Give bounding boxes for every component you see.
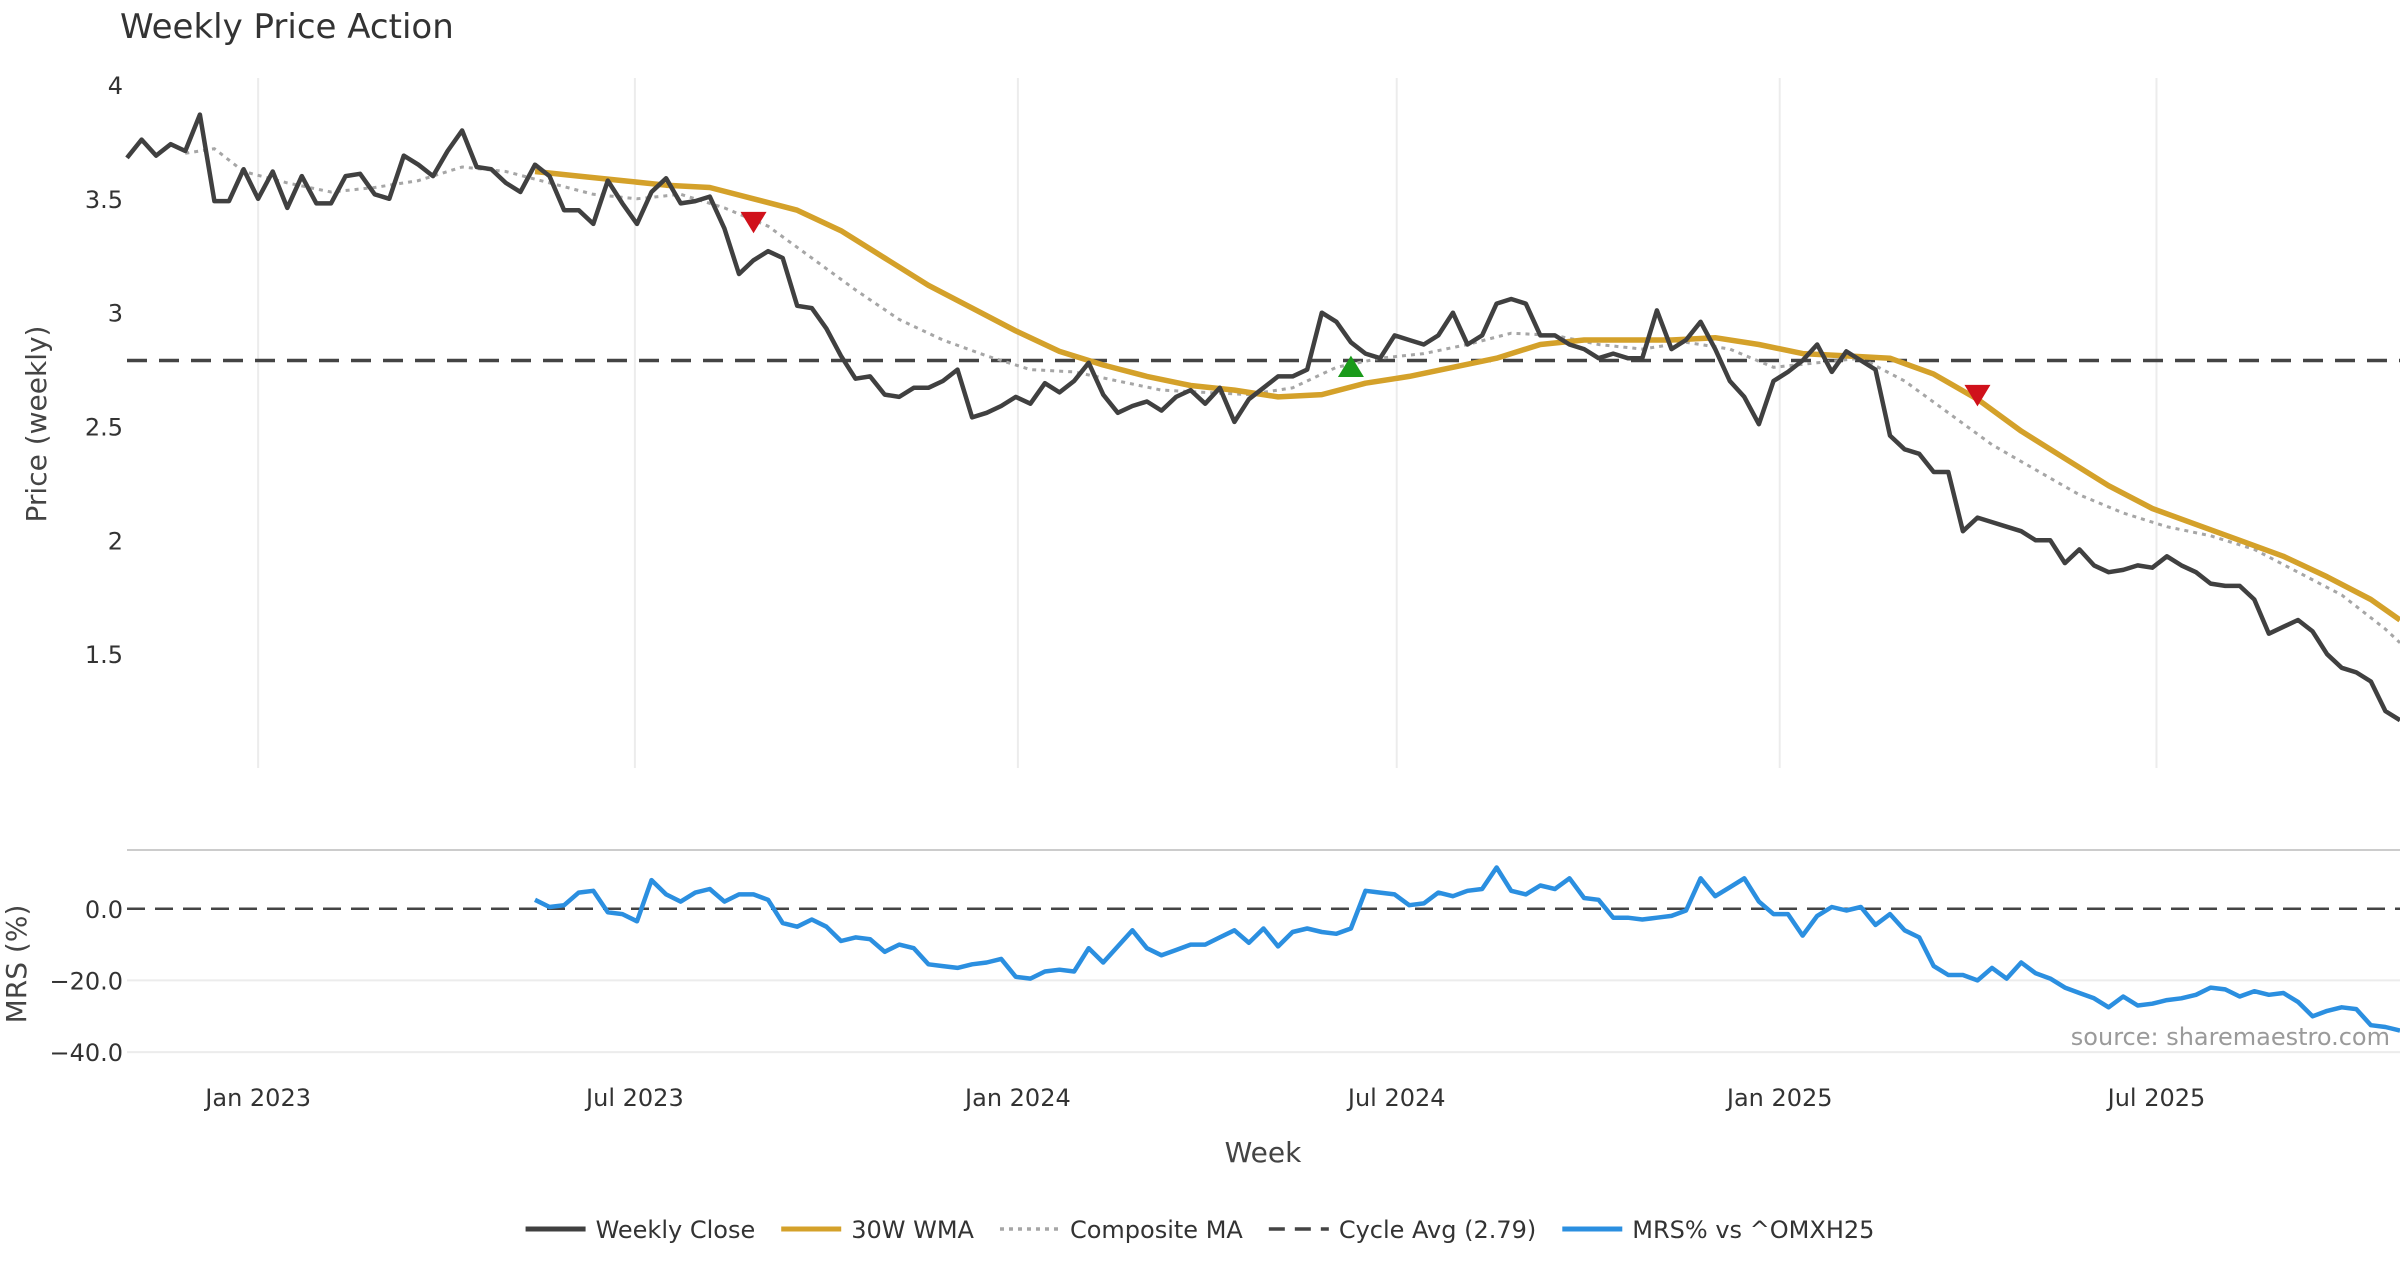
legend-item: 30W WMA xyxy=(781,1216,975,1244)
price-y-axis: 1.5 2 2.5 3 3.5 4 xyxy=(85,72,123,669)
price-y-axis-title: Price (weekly) xyxy=(20,326,53,523)
price-y-tick-label: 2 xyxy=(108,527,123,555)
signal-markers xyxy=(740,211,1991,407)
legend-item: Cycle Avg (2.79) xyxy=(1268,1216,1536,1244)
x-tick-label: Jul 2023 xyxy=(584,1084,684,1112)
wma-30w-line xyxy=(534,168,2400,623)
x-tick-label: Jan 2023 xyxy=(203,1084,311,1112)
x-tick-label: Jan 2024 xyxy=(963,1084,1071,1112)
sell-signal-marker xyxy=(1964,384,1991,407)
weekly-close-line xyxy=(125,112,2400,723)
price-y-tick-label: 1.5 xyxy=(85,641,123,669)
mrs-y-axis: 0.0 −20.0 −40.0 xyxy=(49,896,123,1067)
price-grid xyxy=(257,78,2158,768)
legend-label: MRS% vs ^OMXH25 xyxy=(1632,1216,1874,1244)
composite-ma-line xyxy=(185,147,2400,644)
legend-label: Weekly Close xyxy=(596,1216,756,1244)
x-tick-label: Jul 2025 xyxy=(2106,1084,2206,1112)
mrs-y-axis-title: MRS (%) xyxy=(0,905,33,1024)
sell-signal-marker xyxy=(740,211,767,234)
legend-item: Composite MA xyxy=(999,1216,1243,1244)
legend-label: Cycle Avg (2.79) xyxy=(1339,1216,1536,1244)
chart-title: Weekly Price Action xyxy=(120,7,454,47)
price-y-tick-label: 3.5 xyxy=(85,186,123,214)
price-y-tick-label: 4 xyxy=(108,72,123,100)
mrs-grid xyxy=(127,979,2400,1054)
source-label: source: sharemaestro.com xyxy=(2071,1023,2390,1051)
mrs-y-tick-label: −40.0 xyxy=(49,1039,123,1067)
x-axis: Jan 2023 Jul 2023 Jan 2024 Jul 2024 Jan 2025… xyxy=(203,1084,2205,1112)
x-tick-label: Jul 2024 xyxy=(1346,1084,1446,1112)
legend: Weekly Close 30W WMA Composite MA Cycle Avg… xyxy=(525,1216,1874,1244)
legend-label: 30W WMA xyxy=(851,1216,974,1244)
mrs-y-tick-label: −20.0 xyxy=(49,967,123,995)
legend-item: Weekly Close xyxy=(525,1216,756,1244)
legend-item: MRS% vs ^OMXH25 xyxy=(1562,1216,1874,1244)
x-tick-label: Jan 2025 xyxy=(1725,1084,1833,1112)
legend-label: Composite MA xyxy=(1070,1216,1243,1244)
price-y-tick-label: 3 xyxy=(108,300,123,328)
x-axis-title: Week xyxy=(1225,1136,1302,1169)
buy-signal-marker xyxy=(1337,355,1364,378)
mrs-line xyxy=(533,865,2400,1033)
mrs-y-tick-label: 0.0 xyxy=(85,896,123,924)
price-y-tick-label: 2.5 xyxy=(85,414,123,442)
